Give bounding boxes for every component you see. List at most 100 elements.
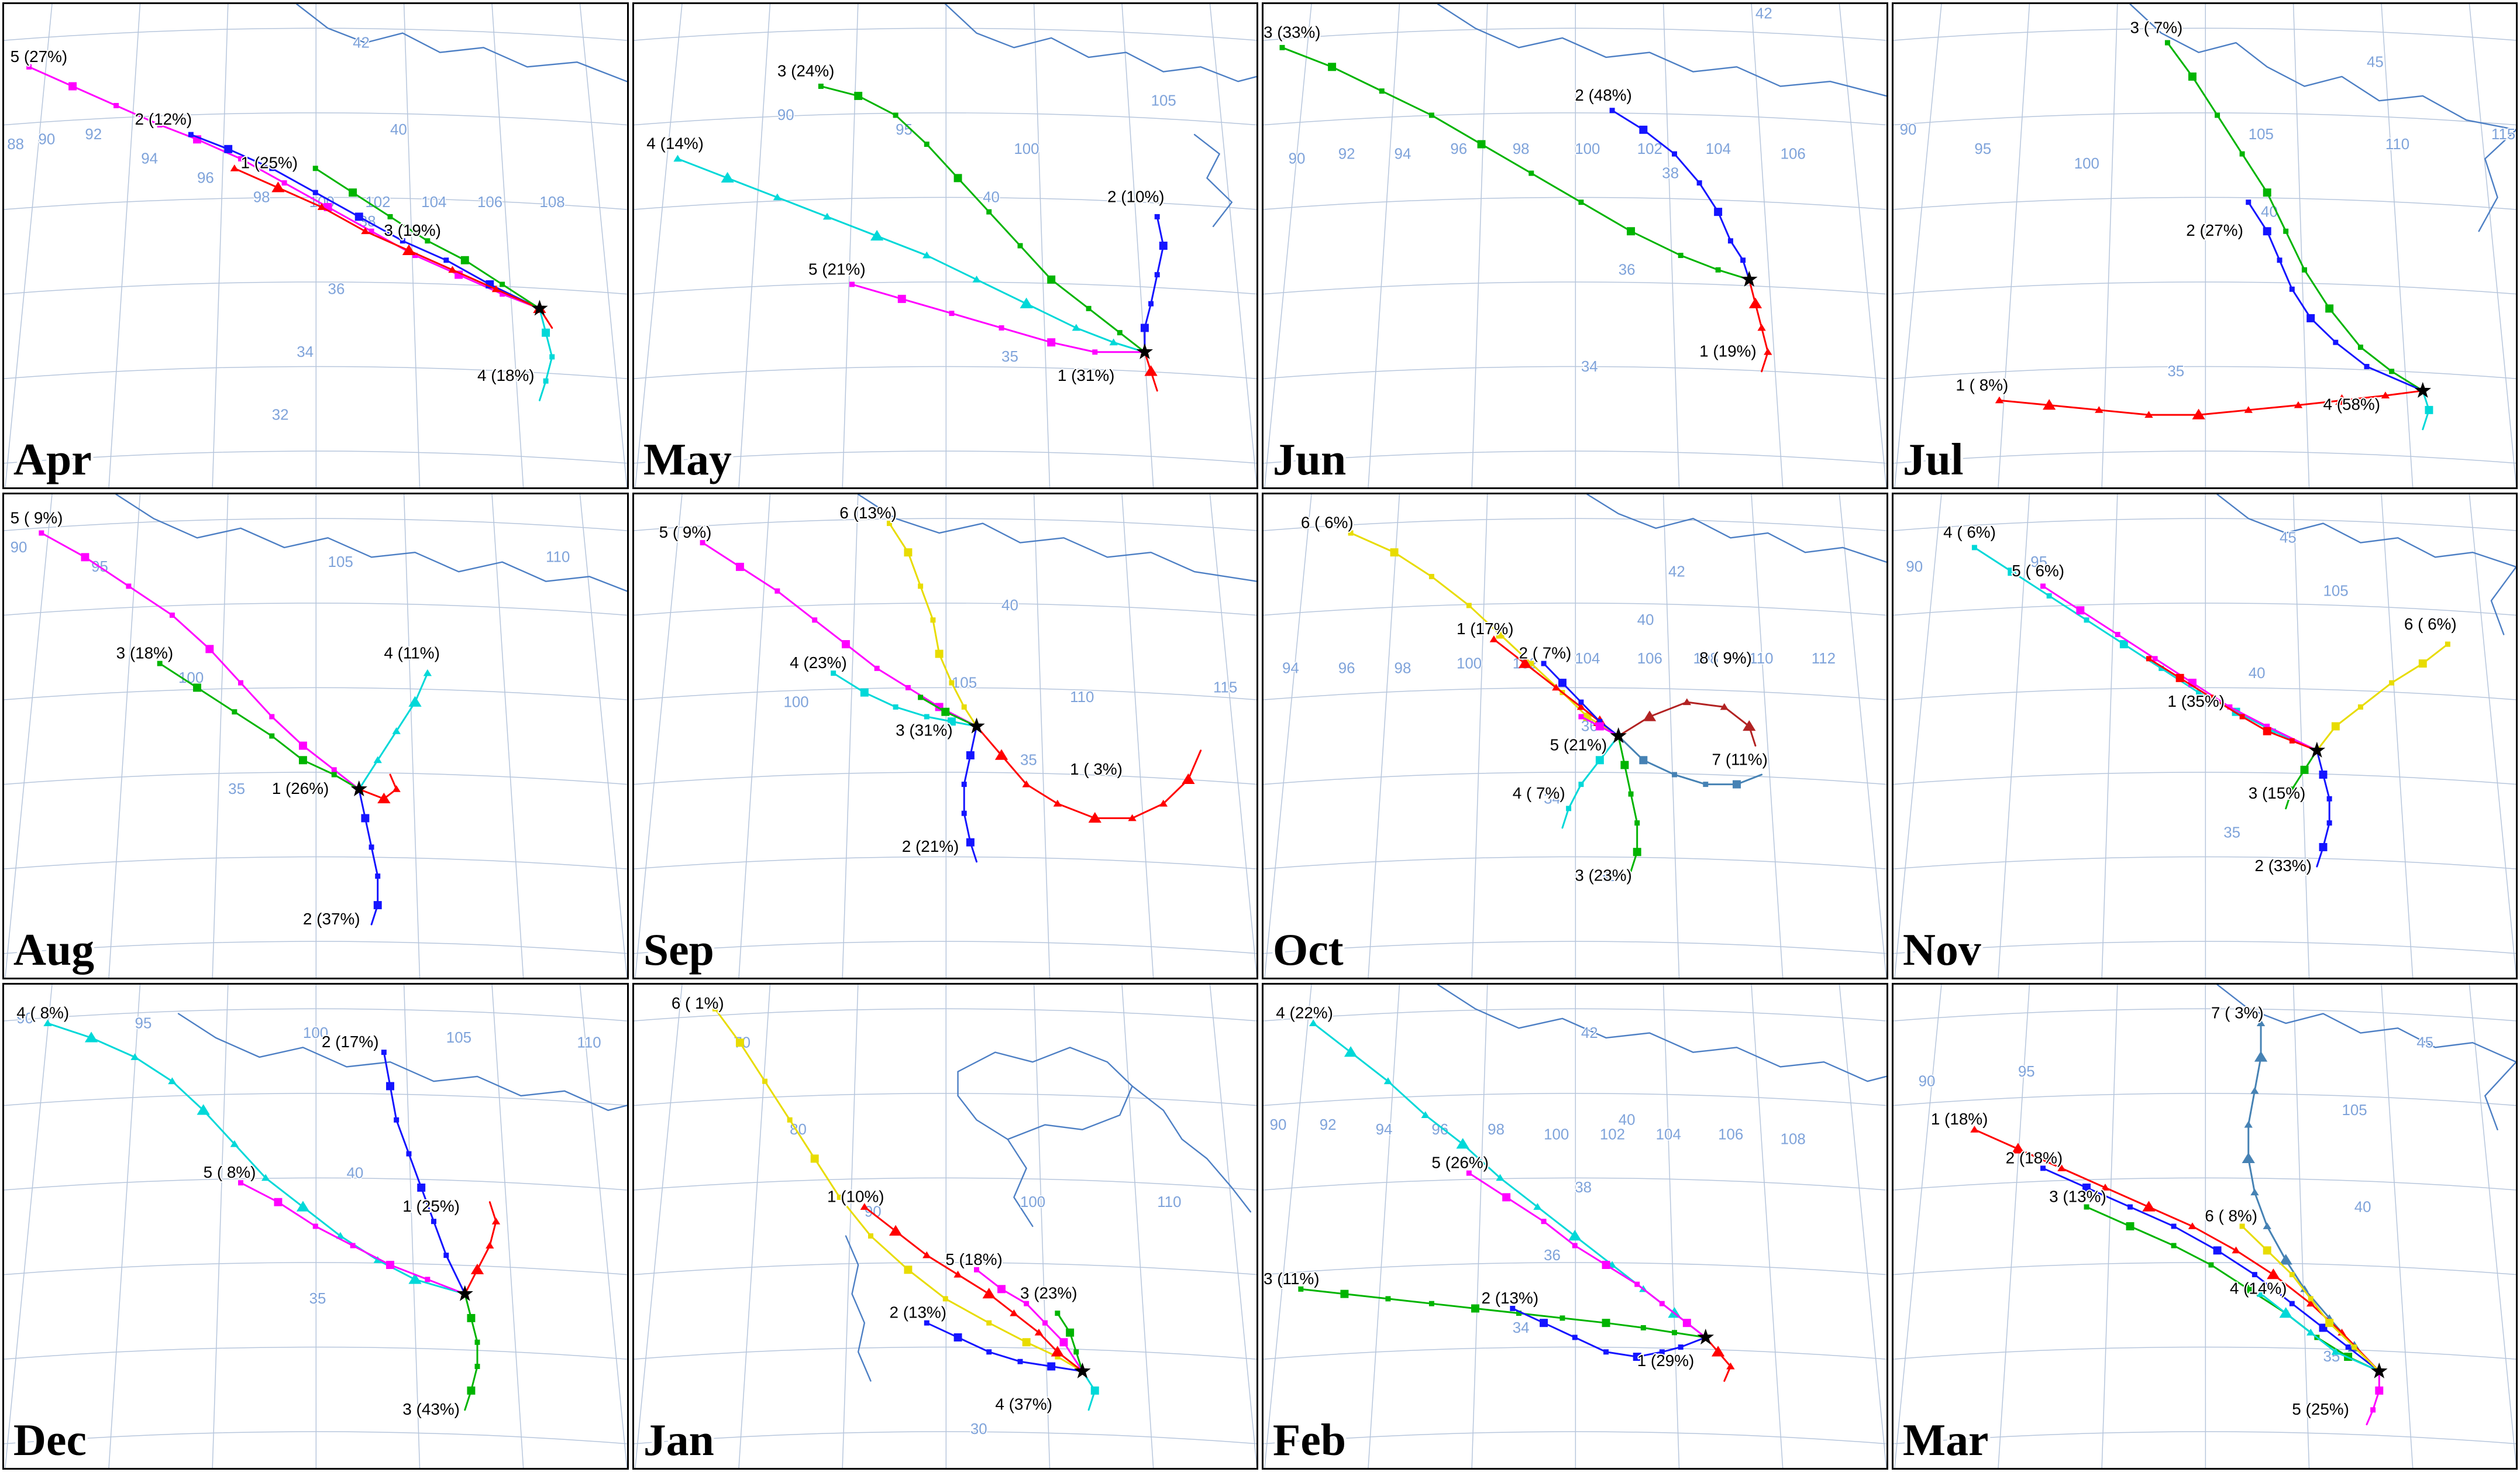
trajectory-marker-square (443, 257, 449, 263)
trajectory-marker-square (1727, 238, 1733, 244)
trajectory-marker-square (474, 1364, 480, 1370)
trajectory-marker-square (2119, 640, 2128, 649)
trajectory-marker-square (1516, 1311, 1521, 1316)
cluster-label: 1 (19%) (1699, 342, 1757, 360)
trajectory-marker-square (1639, 756, 1648, 765)
trajectory-marker-triangle (2250, 1188, 2259, 1196)
trajectory-marker-square (2244, 1285, 2253, 1294)
trajectory-marker-triangle (1051, 1346, 1064, 1357)
trajectory-marker-triangle (408, 1273, 422, 1284)
trajectory-marker-triangle (822, 212, 831, 220)
cluster-label: 3 (43%) (402, 1400, 460, 1418)
month-label: Jul (1902, 434, 1963, 484)
trajectory-marker-square (443, 1253, 449, 1258)
grid-coordinate-label: 94 (1376, 1122, 1393, 1138)
trajectory-marker-square (1466, 1170, 1472, 1176)
cluster-label: 3 (23%) (1020, 1284, 1077, 1302)
panel-apr: 88 90 92 94 96 98 100 102 104 106 108 42 40 38 36 34 32 5… (2, 2, 629, 489)
trajectory-marker-square (387, 214, 393, 219)
trajectory-marker-triangle (392, 727, 401, 734)
trajectory-marker-square (1054, 1354, 1060, 1360)
trajectory-marker-triangle (2294, 401, 2302, 408)
trajectory-marker-square (2306, 314, 2315, 322)
trajectory-map: 90 95 105 45 40 35 4 ( 6%) 5 ( 6%) 6 ( 6%) 1 (35%… (1893, 494, 2516, 978)
trajectory-marker-square (467, 1313, 476, 1322)
grid-coordinate-label: 95 (1974, 141, 1991, 157)
trajectory-marker-square (935, 649, 944, 658)
trajectory-marker-triangle (392, 785, 401, 792)
origin-star-icon (1610, 727, 1627, 744)
panel-aug: 90 95 100 105 110 35 5 ( 9%) 3 (18%) 4 (11%) 1 (2… (2, 493, 629, 979)
cluster-label: 4 (37%) (995, 1395, 1052, 1413)
map-border-line (296, 4, 627, 82)
trajectory-marker-square (2263, 727, 2271, 735)
grid-coordinate-label: 42 (1755, 6, 1772, 22)
trajectory-marker-triangle (1009, 1309, 1018, 1316)
trajectory-marker-square (375, 873, 381, 879)
cluster-label: 2 (10%) (1107, 187, 1164, 205)
panel-nov: 90 95 105 45 40 35 4 ( 6%) 5 ( 6%) 6 ( 6%) 1 (35%… (1891, 493, 2518, 979)
grid-coordinate-label: 110 (1070, 689, 1094, 706)
trajectory-marker-triangle (1489, 635, 1499, 642)
trajectory-marker-square (2239, 1223, 2245, 1229)
trajectory-marker-square (2424, 405, 2433, 414)
grid-coordinate-label: 106 (1718, 1126, 1743, 1143)
trajectory-marker-square (1578, 200, 1584, 205)
trajectory-marker-square (1672, 772, 1678, 778)
grid-coordinate-label: 105 (2248, 126, 2273, 143)
trajectory-marker-triangle (2011, 1143, 2025, 1154)
trajectory-marker-square (1628, 791, 1634, 797)
trajectory-marker-square (2152, 656, 2158, 662)
trajectory-marker-square (412, 253, 418, 259)
trajectory-marker-triangle (448, 266, 457, 273)
trajectory-marker-square (474, 1339, 480, 1345)
trajectory-marker-square (2208, 694, 2213, 700)
map-border-line (1437, 985, 1886, 1082)
trajectory-marker-square (1678, 253, 1684, 259)
grid-coordinate-label: 92 (1338, 146, 1355, 162)
trajectory-marker-square (2289, 1272, 2295, 1278)
trajectory-marker-square (924, 714, 929, 720)
trajectory-marker-square (39, 530, 44, 536)
trajectory-marker-square (269, 714, 275, 720)
trajectory-marker-square (1496, 630, 1505, 639)
trajectory-marker-square (1042, 1320, 1048, 1326)
trajectory-path (1056, 1312, 1083, 1373)
trajectory-marker-triangle (673, 154, 682, 162)
trajectory-marker-square (917, 694, 923, 700)
cluster-label: 5 ( 9%) (659, 523, 711, 541)
trajectory-marker-square (549, 354, 555, 360)
origin-star-icon (1073, 1362, 1091, 1378)
trajectory-marker-square (893, 704, 898, 710)
trajectory-marker-triangle (2256, 1289, 2265, 1297)
trajectory-path (1705, 1336, 1731, 1382)
map-border-line (2490, 566, 2516, 635)
trajectory-marker-triangle (994, 749, 1008, 760)
trajectory-marker-square (2283, 228, 2288, 234)
trajectory-marker-square (1696, 180, 1702, 186)
trajectory-marker-square (1971, 545, 1977, 551)
trajectory-marker-square (1528, 170, 1534, 176)
trajectory-marker-square (1703, 782, 1709, 787)
trajectory-marker-square (2245, 200, 2251, 205)
trajectory-marker-square (2270, 728, 2276, 734)
trajectory-marker-triangle (2144, 411, 2153, 418)
month-label: Feb (1273, 1415, 1346, 1465)
trajectory-marker-square (2300, 765, 2309, 774)
grid-coordinate-label: 32 (272, 407, 289, 423)
origin-star-icon (1136, 343, 1153, 359)
trajectory-marker-square (1023, 1301, 1029, 1306)
trajectory-marker-square (1634, 1281, 1640, 1287)
trajectory-marker-triangle (423, 669, 432, 676)
trajectory-marker-square (394, 1117, 400, 1123)
cluster-label: 1 ( 8%) (1956, 376, 2008, 394)
trajectory-marker-square (1528, 661, 1534, 666)
trajectory-marker-square (2370, 1407, 2376, 1413)
trajectory-marker-square (1633, 848, 1641, 857)
trajectory-marker-square (942, 1296, 948, 1302)
trajectory-marker-triangle (271, 181, 285, 192)
trajectory-marker-square (2084, 1204, 2089, 1210)
trajectory-marker-square (1059, 1338, 1068, 1347)
trajectory-path (2247, 201, 2423, 392)
trajectory-marker-square (361, 814, 370, 823)
